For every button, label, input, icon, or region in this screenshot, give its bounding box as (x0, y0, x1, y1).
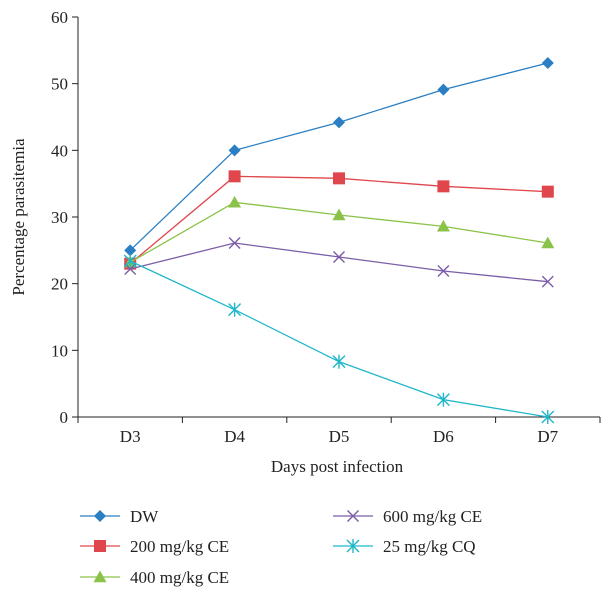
axes: 0 10 20 30 40 50 60 D3 D4 D5 D6 D7 (51, 8, 601, 446)
series (124, 237, 554, 288)
data-point-x (333, 251, 345, 263)
data-point-triangle (332, 208, 346, 221)
legend-label: 400 mg/kg CE (130, 568, 229, 587)
legend-item: 25 mg/kg CQ (333, 537, 476, 556)
data-point-square (94, 540, 106, 552)
data-point-diamond (228, 144, 241, 157)
legend-item: 200 mg/kg CE (80, 537, 229, 556)
data-point-asterisk (346, 539, 360, 553)
x-tick-label: D6 (433, 427, 454, 446)
x-tick-label: D7 (537, 427, 558, 446)
legend-item: 400 mg/kg CE (80, 568, 229, 587)
series-layer (123, 57, 555, 424)
y-tick-label: 60 (51, 8, 68, 27)
data-point-x-stroke (228, 237, 241, 249)
legend-label: 25 mg/kg CQ (383, 537, 476, 556)
data-point-x-stroke (333, 251, 345, 263)
legend-item: DW (80, 507, 159, 526)
x-tick-label: D3 (120, 427, 141, 446)
y-tick-label: 20 (51, 275, 68, 294)
series (124, 57, 554, 257)
data-point-square (437, 180, 450, 193)
series (123, 254, 555, 424)
data-point-square (228, 170, 241, 183)
y-tick-label: 0 (60, 408, 69, 427)
data-point-x-stroke (347, 510, 359, 522)
data-point-triangle (93, 570, 107, 583)
data-point-asterisk (436, 392, 450, 407)
data-point-diamond (124, 244, 137, 257)
y-tick-label: 30 (51, 208, 68, 227)
series-line (129, 62, 548, 251)
y-tick-label: 10 (51, 341, 68, 360)
data-point-triangle (541, 236, 555, 249)
legend-label: DW (130, 507, 159, 526)
data-point-diamond (94, 510, 106, 522)
data-point-asterisk (228, 302, 242, 317)
data-point-square (333, 172, 345, 185)
y-tick-label: 40 (51, 141, 68, 160)
x-tick-label: D4 (224, 427, 245, 446)
x-axis-title: Days post infection (271, 457, 404, 476)
data-point-triangle (436, 219, 450, 232)
series-line (130, 242, 548, 283)
y-axis-title: Percentage parasitemia (9, 138, 28, 296)
legend-item: 600 mg/kg CE (333, 507, 482, 526)
y-tick-label: 50 (51, 75, 68, 94)
data-point-asterisk (332, 354, 346, 369)
legend-label: 600 mg/kg CE (383, 507, 482, 526)
legend: DW 200 mg/kg CE 400 mg/kg CE 600 mg/kg CE 25… (80, 507, 482, 587)
series-line (129, 260, 548, 418)
data-point-diamond (333, 116, 345, 129)
data-point-x (541, 275, 554, 288)
data-point-triangle (228, 195, 242, 208)
data-point-x (228, 237, 241, 249)
data-point-x (347, 510, 359, 522)
data-point-x (437, 265, 450, 277)
data-point-asterisk (123, 254, 137, 268)
data-point-diamond (541, 57, 554, 69)
data-point-x-stroke (541, 275, 554, 288)
data-point-diamond (437, 83, 450, 96)
data-point-square (541, 185, 554, 198)
x-tick-label: D5 (329, 427, 350, 446)
data-point-asterisk (541, 410, 555, 424)
data-point-x-stroke (437, 265, 450, 277)
legend-label: 200 mg/kg CE (130, 537, 229, 556)
